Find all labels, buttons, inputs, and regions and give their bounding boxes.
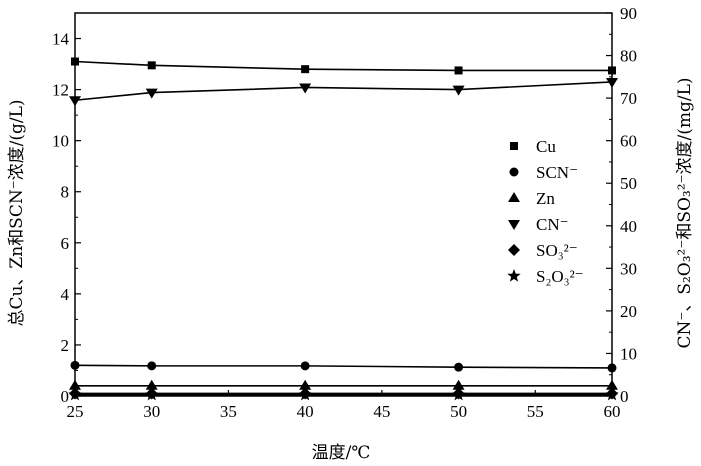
data-point: [607, 363, 617, 373]
series-3: [69, 77, 618, 107]
legend-item: Zn: [508, 189, 555, 208]
x-tick-label: 55: [527, 402, 544, 421]
data-point: [69, 379, 81, 390]
legend-label: S₂O₃²⁻: [536, 267, 584, 286]
data-point: [608, 66, 616, 75]
left-y-tick-label: 8: [61, 183, 70, 202]
x-tick-label: 30: [143, 402, 160, 421]
data-point: [145, 88, 158, 99]
right-y-tick-label: 60: [620, 132, 637, 151]
data-point: [70, 360, 80, 370]
x-tick-label: 25: [67, 402, 84, 421]
legend-marker: [508, 220, 520, 230]
left-y-axis-title: 总Cu、Zn和SCN⁻浓度/(g/L): [7, 99, 27, 326]
legend-marker: [508, 192, 520, 202]
x-axis-title: 温度/℃: [312, 443, 371, 463]
legend-label: Cu: [536, 137, 556, 156]
left-y-tick-label: 0: [61, 387, 70, 406]
data-point: [451, 387, 466, 401]
right-y-tick-label: 10: [620, 344, 637, 363]
legend: Cu SCN⁻ Zn CN⁻ SO₃²⁻ S₂O₃²⁻: [507, 137, 584, 286]
series-1: [70, 360, 617, 373]
legend-label: SCN⁻: [536, 163, 578, 182]
legend-item: SO₃²⁻: [508, 241, 578, 260]
data-point: [299, 83, 312, 94]
data-point: [147, 61, 156, 70]
right-y-tick-label: 90: [620, 4, 637, 23]
data-point: [145, 387, 159, 401]
data-point: [69, 96, 81, 107]
right-y-axis: 0 10 20 30 40 50 60 70 80 90: [606, 4, 637, 406]
legend-marker: [507, 269, 521, 282]
data-point: [298, 387, 312, 401]
series-5: [68, 387, 619, 401]
data-point: [145, 379, 158, 390]
left-y-axis: 0 2 4 6 8 10 12 14: [52, 30, 81, 406]
left-y-tick-label: 12: [52, 81, 69, 100]
right-y-tick-label: 80: [620, 47, 637, 66]
legend-label: CN⁻: [536, 215, 569, 234]
x-tick-label: 45: [373, 402, 390, 421]
legend-item: SCN⁻: [509, 163, 578, 182]
left-y-tick-label: 2: [61, 336, 70, 355]
left-y-tick-label: 6: [61, 234, 70, 253]
data-point: [147, 361, 157, 371]
data-point: [301, 65, 310, 74]
legend-item: Cu: [510, 137, 556, 156]
data-point: [454, 66, 463, 75]
left-y-tick-label: 10: [52, 132, 69, 151]
right-y-tick-label: 0: [620, 387, 629, 406]
right-y-tick-label: 20: [620, 302, 637, 321]
legend-label: SO₃²⁻: [536, 241, 578, 260]
data-point: [452, 85, 465, 96]
x-tick-label: 60: [604, 402, 621, 421]
data-point: [605, 387, 619, 401]
data-point: [452, 379, 465, 390]
data-point: [71, 57, 79, 66]
legend-marker: [508, 244, 520, 256]
series-layer: [68, 57, 619, 401]
legend-marker: [510, 142, 518, 150]
legend-item: CN⁻: [508, 215, 569, 234]
legend-item: S₂O₃²⁻: [507, 267, 584, 286]
right-y-tick-label: 30: [620, 259, 637, 278]
data-point: [606, 379, 618, 390]
series-0: [71, 57, 616, 75]
left-y-tick-label: 4: [61, 285, 70, 304]
x-tick-label: 40: [297, 402, 314, 421]
right-y-tick-label: 70: [620, 89, 637, 108]
x-tick-label: 35: [220, 402, 237, 421]
data-point: [300, 361, 310, 371]
data-point: [454, 362, 464, 372]
legend-marker: [509, 167, 519, 177]
data-point: [68, 387, 82, 401]
data-point: [299, 379, 312, 390]
right-y-tick-label: 40: [620, 217, 637, 236]
x-tick-label: 50: [450, 402, 467, 421]
data-point: [606, 77, 618, 88]
legend-label: Zn: [536, 189, 555, 208]
series-2: [69, 379, 618, 390]
right-y-tick-label: 50: [620, 174, 637, 193]
right-y-axis-title: CN⁻、S₂O₃²⁻和SO₃²⁻浓度/(mg/L): [675, 77, 695, 348]
left-y-tick-label: 14: [52, 30, 70, 49]
